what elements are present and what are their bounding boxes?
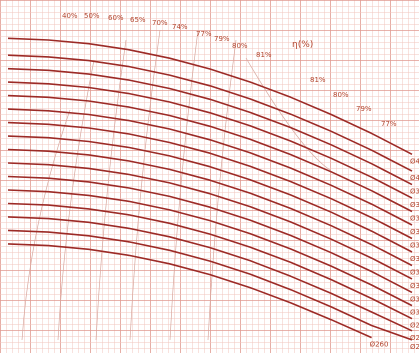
efficiency-iso-line — [245, 57, 331, 171]
impeller-label: Ø340 — [410, 255, 419, 263]
impeller-curve — [7, 189, 413, 307]
impeller-curve — [7, 108, 413, 226]
impeller-label: Ø280 — [410, 334, 419, 342]
efficiency-label: 81% — [256, 51, 272, 59]
impeller-label: Ø270 — [410, 343, 419, 351]
impeller-curve — [7, 81, 413, 199]
efficiency-label: 81% — [310, 76, 326, 84]
impeller-curve — [7, 162, 413, 280]
efficiency-label: 50% — [84, 12, 100, 20]
impeller-labels: Ø260 Ø270Ø280 Ø290 Ø300 Ø310 Ø320 Ø330 Ø340 Ø350… — [370, 157, 419, 351]
efficiency-label: 80% — [333, 91, 349, 99]
impeller-curve — [7, 229, 413, 341]
efficiency-axis-label: η(%) — [292, 40, 313, 50]
efficiency-iso-line — [57, 59, 95, 341]
efficiency-iso-line — [169, 29, 199, 341]
impeller-curve — [7, 121, 413, 240]
impeller-label: Ø41 — [410, 157, 419, 165]
impeller-curve — [7, 243, 372, 339]
efficiency-iso-line — [129, 29, 161, 341]
efficiency-label: 79% — [214, 35, 230, 43]
impeller-label: Ø360 — [410, 228, 419, 236]
efficiency-label: 74% — [172, 23, 188, 31]
impeller-label: Ø290 — [410, 322, 419, 330]
impeller-label: Ø400 — [410, 174, 419, 182]
impeller-label: Ø370 — [410, 215, 419, 223]
impeller-curve — [7, 175, 413, 294]
impeller-label: Ø310 — [410, 295, 419, 303]
efficiency-label: 79% — [356, 105, 372, 113]
efficiency-label: 77% — [381, 120, 397, 128]
impeller-label: Ø330 — [410, 269, 419, 277]
impeller-curve — [7, 37, 413, 156]
impeller-label: Ø380 — [410, 201, 419, 209]
efficiency-label: 77% — [196, 30, 212, 38]
impeller-label: Ø260 — [370, 341, 389, 349]
impeller-curve — [7, 216, 413, 332]
impeller-label: Ø350 — [410, 242, 419, 250]
impeller-label: Ø320 — [410, 282, 419, 290]
impeller-curve — [7, 94, 413, 213]
efficiency-label: 60% — [108, 14, 124, 22]
impeller-curve — [7, 202, 413, 320]
efficiency-label: 65% — [130, 16, 146, 24]
efficiency-label: 40% — [62, 12, 78, 20]
impeller-curves — [7, 37, 413, 341]
impeller-label: Ø300 — [410, 309, 419, 317]
efficiency-iso-line — [95, 39, 127, 341]
impeller-label: Ø390 — [410, 188, 419, 196]
impeller-curve — [7, 148, 413, 267]
efficiency-label: 80% — [232, 42, 248, 50]
efficiency-iso-line — [207, 39, 237, 341]
efficiency-label: 70% — [152, 19, 168, 27]
efficiency-labels: 40% 50% 60% 65% 70% 74%77%79%80%81%81%80%79%7… — [62, 12, 397, 128]
impeller-curve — [7, 67, 413, 186]
impeller-curve — [7, 54, 413, 172]
impeller-curve — [7, 135, 413, 253]
